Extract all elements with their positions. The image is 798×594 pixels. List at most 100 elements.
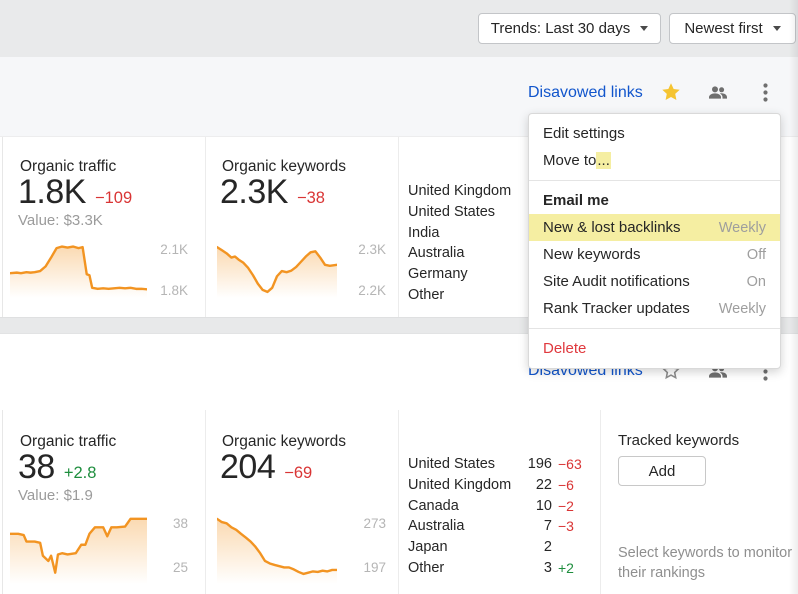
organic-traffic-value: 1.8K bbox=[18, 173, 86, 211]
country-row: United States 196 −63 bbox=[408, 454, 590, 475]
country-row: Japan 2 bbox=[408, 537, 590, 558]
country-row: United Kingdom 22 −6 bbox=[408, 475, 590, 496]
country-delta: −2 bbox=[558, 497, 574, 514]
more-options-icon[interactable] bbox=[753, 80, 777, 104]
traffic-value-line: Value: $3.3K bbox=[18, 212, 103, 229]
country-name: United States bbox=[408, 204, 496, 221]
menu-item-label: New keywords bbox=[543, 246, 641, 263]
organic-traffic-value: 38 bbox=[18, 448, 55, 486]
country-row: Other bbox=[408, 284, 588, 305]
menu-item-site-audit-notifications[interactable]: Site Audit notifications On bbox=[529, 268, 780, 295]
country-name: Australia bbox=[408, 518, 465, 535]
chevron-down-icon bbox=[640, 26, 649, 31]
country-keyword-count: 22 bbox=[535, 477, 552, 494]
country-name: Other bbox=[408, 559, 445, 576]
organic-traffic-label: Organic traffic bbox=[20, 433, 117, 450]
menu-item-label: Email me bbox=[543, 192, 609, 209]
menu-item-label: Site Audit notifications bbox=[543, 273, 690, 290]
menu-item-email-me: Email me bbox=[529, 187, 780, 214]
country-name: United States bbox=[408, 456, 496, 473]
organic-traffic-delta: +2.8 bbox=[63, 464, 97, 482]
country-delta: +2 bbox=[558, 559, 574, 576]
menu-item-rank-tracker-updates[interactable]: Rank Tracker updates Weekly bbox=[529, 295, 780, 322]
country-row: United States bbox=[408, 202, 588, 223]
menu-item-edit-settings[interactable]: Edit settings bbox=[529, 120, 780, 147]
countries-list: United States 196 −63 United Kingdom 22 −6 Can… bbox=[408, 454, 590, 578]
menu-item-setting-value: Off bbox=[746, 246, 766, 263]
menu-item-label: Delete bbox=[543, 340, 587, 357]
organic-keywords-delta: −38 bbox=[296, 189, 325, 207]
menu-divider bbox=[529, 180, 780, 181]
menu-item-new-lost-backlinks[interactable]: New & lost backlinks Weekly bbox=[529, 214, 780, 241]
organic-keywords-value: 204 bbox=[220, 448, 276, 486]
country-row: United Kingdom bbox=[408, 181, 588, 202]
column-divider bbox=[398, 137, 399, 317]
country-name: Canada bbox=[408, 497, 459, 514]
sort-order-label: Newest first bbox=[684, 20, 763, 37]
menu-divider bbox=[529, 328, 780, 329]
organic-traffic-delta: −109 bbox=[94, 189, 133, 207]
menu-item-new-keywords[interactable]: New keywords Off bbox=[529, 241, 780, 268]
chevron-down-icon bbox=[772, 26, 781, 31]
add-keywords-button[interactable]: Add bbox=[618, 456, 706, 486]
country-delta: −3 bbox=[558, 518, 574, 535]
countries-list: United Kingdom United States India Australi… bbox=[408, 181, 588, 305]
country-delta: −6 bbox=[558, 477, 574, 494]
country-keyword-count: 2 bbox=[543, 539, 552, 556]
shared-users-icon[interactable] bbox=[706, 81, 730, 105]
country-name: Germany bbox=[408, 266, 468, 283]
country-row: Other 3 +2 bbox=[408, 557, 590, 578]
card1-header-row: Disavowed links bbox=[0, 57, 798, 137]
column-divider bbox=[205, 137, 206, 317]
menu-item-move-to[interactable]: Move to... bbox=[529, 147, 780, 174]
spark-bottom-tick: 1.8K bbox=[160, 283, 188, 298]
country-row: Germany bbox=[408, 264, 588, 285]
trends-range-dropdown[interactable]: Trends: Last 30 days bbox=[478, 13, 661, 44]
organic-keywords-label: Organic keywords bbox=[222, 433, 347, 450]
organic-keywords-value: 2.3K bbox=[220, 173, 288, 211]
country-name: Other bbox=[408, 286, 445, 303]
favorite-star-icon-filled[interactable] bbox=[659, 80, 683, 104]
organic-keywords-sparkline bbox=[217, 512, 337, 584]
country-name: Japan bbox=[408, 539, 448, 556]
column-divider bbox=[398, 410, 399, 594]
site-link-card1[interactable]: Disavowed links bbox=[528, 84, 643, 101]
card-left-border bbox=[2, 137, 3, 317]
spark-bottom-tick: 197 bbox=[363, 560, 386, 575]
country-name: United Kingdom bbox=[408, 183, 512, 200]
tracked-keywords-title: Tracked keywords bbox=[618, 432, 740, 449]
country-keyword-count: 10 bbox=[535, 497, 552, 514]
menu-item-setting-value: On bbox=[746, 273, 766, 290]
country-keyword-count: 196 bbox=[527, 456, 552, 473]
menu-item-label: Rank Tracker updates bbox=[543, 300, 690, 317]
organic-traffic-sparkline bbox=[10, 512, 147, 584]
traffic-value-line: Value: $1.9 bbox=[18, 487, 93, 504]
country-name: India bbox=[408, 224, 440, 241]
spark-top-tick: 273 bbox=[363, 516, 386, 531]
menu-item-label: Edit settings bbox=[543, 125, 625, 142]
card-left-border bbox=[2, 410, 3, 594]
more-options-menu: Edit settings Move to... Email me New & los… bbox=[528, 113, 781, 369]
sort-order-dropdown[interactable]: Newest first bbox=[669, 13, 796, 44]
spark-bottom-tick: 2.2K bbox=[358, 283, 386, 298]
country-delta: −63 bbox=[558, 456, 582, 473]
top-toolbar: Trends: Last 30 days Newest first bbox=[0, 0, 798, 57]
column-divider bbox=[600, 410, 601, 594]
menu-item-delete[interactable]: Delete bbox=[529, 335, 780, 362]
organic-keywords-label: Organic keywords bbox=[222, 158, 347, 175]
spark-top-tick: 2.3K bbox=[358, 242, 386, 257]
menu-item-label: New & lost backlinks bbox=[543, 219, 681, 236]
country-keyword-count: 3 bbox=[543, 559, 552, 576]
country-keyword-count: 7 bbox=[543, 518, 552, 535]
menu-item-setting-value: Weekly bbox=[718, 300, 766, 317]
menu-item-setting-value: Weekly bbox=[718, 219, 766, 236]
tracked-keywords-hint: Select keywords to monitor their ranking… bbox=[618, 545, 793, 581]
organic-keywords-delta: −69 bbox=[284, 464, 313, 482]
country-row: Australia bbox=[408, 243, 588, 264]
spark-top-tick: 2.1K bbox=[160, 242, 188, 257]
spark-top-tick: 38 bbox=[172, 516, 188, 531]
organic-traffic-label: Organic traffic bbox=[20, 158, 117, 175]
spark-bottom-tick: 25 bbox=[172, 560, 188, 575]
country-row: India bbox=[408, 222, 588, 243]
